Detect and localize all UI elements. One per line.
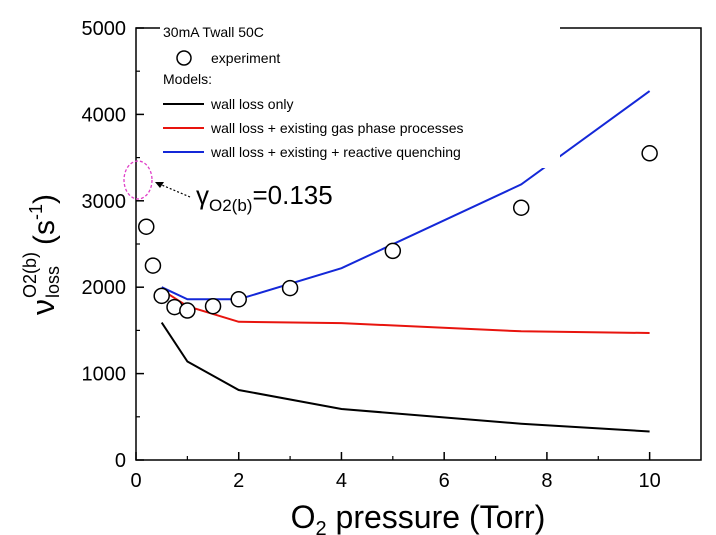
annotation: γO2(b)=0.135 xyxy=(123,160,333,215)
x-tick-label: 10 xyxy=(639,470,661,492)
legend: 30mA Twall 50C experiment Models: wall l… xyxy=(160,22,560,168)
x-axis-title-rest: pressure (Torr) xyxy=(327,499,546,535)
legend-label-reactive-quenching: wall loss + existing + reactive quenchin… xyxy=(210,144,461,160)
experiment-point xyxy=(138,218,155,235)
experiment-point xyxy=(281,279,299,297)
legend-models-header: Models: xyxy=(163,71,212,87)
annotation-arrow-head xyxy=(155,182,164,188)
annotation-arrow-line xyxy=(156,182,191,198)
y-axis-unit-open: (s xyxy=(28,220,61,245)
legend-label-gas-phase: wall loss + existing gas phase processes xyxy=(210,120,464,136)
experiment-point xyxy=(153,287,170,305)
y-tick-label: 4000 xyxy=(82,104,127,126)
x-tick-label: 6 xyxy=(439,470,450,492)
experiment-point xyxy=(512,199,530,216)
y-tick-label: 0 xyxy=(115,450,126,472)
y-axis-title-unit: (s-1) xyxy=(26,194,61,245)
annotation-gamma: γ xyxy=(196,180,209,210)
experiment-point xyxy=(641,145,658,162)
experiment-point xyxy=(144,257,162,274)
experiment-point xyxy=(204,297,222,315)
y-axis-title: ν O2(b) loss (s-1) xyxy=(20,194,63,315)
y-tick-label: 2000 xyxy=(82,277,127,299)
y-axis-title-sub: loss xyxy=(43,266,63,298)
annotation-value: =0.135 xyxy=(252,180,332,210)
y-axis-title-nu: ν xyxy=(25,299,61,315)
annotation-sub: O2(b) xyxy=(209,196,252,215)
x-tick-label: 8 xyxy=(541,470,552,492)
experiment-point xyxy=(230,291,247,308)
axis-ticks: 0 2 4 6 8 10 0 1000 2000 3000 4000 5000 xyxy=(82,18,661,492)
annotation-label: γO2(b)=0.135 xyxy=(196,180,333,215)
legend-box xyxy=(160,22,560,168)
x-tick-label: 0 xyxy=(130,470,141,492)
experiment-point xyxy=(384,242,402,260)
y-axis-unit-close: ) xyxy=(28,194,61,204)
x-tick-label: 4 xyxy=(336,470,347,492)
experiment-points xyxy=(138,145,658,319)
y-tick-label: 5000 xyxy=(82,18,127,40)
series-line-wall-loss-only xyxy=(160,322,650,433)
legend-label-wall-loss: wall loss only xyxy=(210,96,293,112)
annotation-ellipse xyxy=(123,160,153,200)
x-tick-label: 2 xyxy=(233,470,244,492)
legend-header: 30mA Twall 50C xyxy=(163,24,264,40)
x-axis-title-o: O xyxy=(291,499,316,535)
y-tick-label: 1000 xyxy=(82,364,127,386)
y-axis-title-sup: O2(b) xyxy=(20,252,40,298)
experiment-point xyxy=(179,302,196,319)
y-axis-unit-sup: -1 xyxy=(26,204,46,220)
legend-experiment-marker xyxy=(176,50,192,66)
x-axis-title: O2 pressure (Torr) xyxy=(291,499,546,535)
x-axis-title-sub: 2 xyxy=(316,518,327,535)
legend-experiment-label: experiment xyxy=(211,50,280,66)
y-tick-label: 3000 xyxy=(82,191,127,213)
